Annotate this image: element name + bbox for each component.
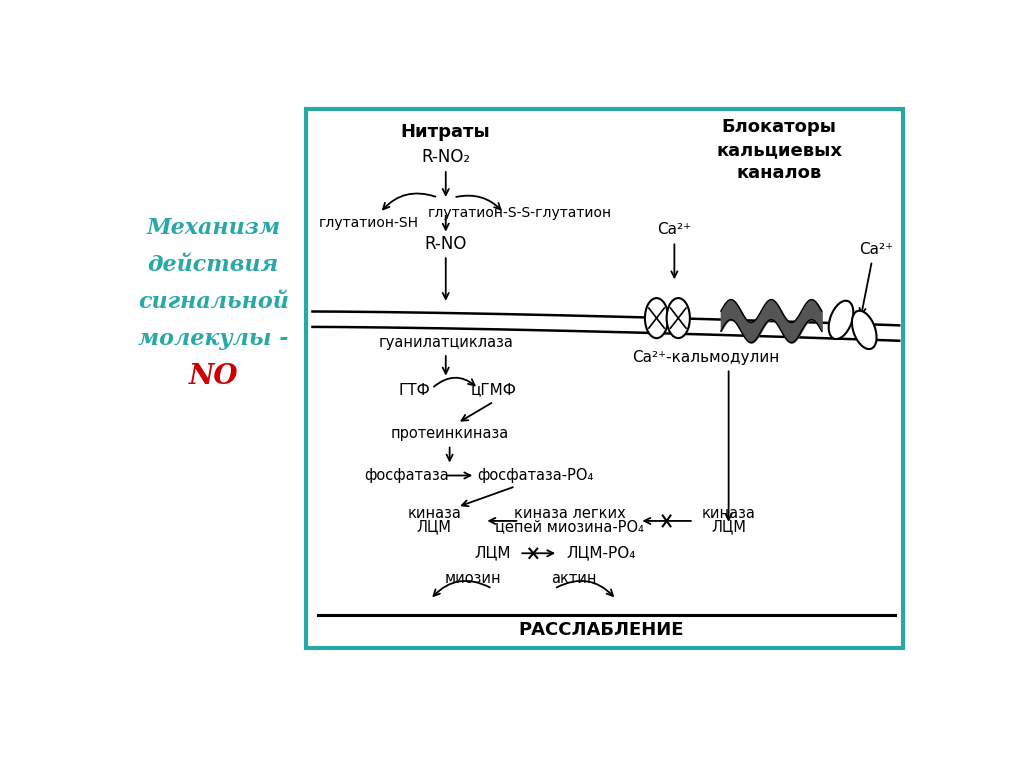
Text: киназа: киназа (701, 505, 756, 521)
Text: фосфатаза: фосфатаза (365, 468, 450, 483)
FancyBboxPatch shape (306, 109, 903, 648)
Text: каналов: каналов (736, 164, 821, 182)
Text: глутатион-SH: глутатион-SH (318, 216, 418, 230)
Text: Механизм: Механизм (146, 217, 281, 239)
Ellipse shape (667, 298, 690, 338)
Text: ЛЦМ: ЛЦМ (474, 546, 511, 561)
Text: фосфатаза-РО₄: фосфатаза-РО₄ (477, 468, 593, 483)
Ellipse shape (645, 298, 669, 338)
Text: ЛЦМ: ЛЦМ (712, 519, 746, 535)
Text: R-NO₂: R-NO₂ (421, 149, 470, 166)
Text: Нитраты: Нитраты (400, 123, 490, 141)
Text: РАССЛАБЛЕНИЕ: РАССЛАБЛЕНИЕ (518, 621, 683, 639)
Text: миозин: миозин (444, 571, 501, 586)
Text: NO: NO (188, 363, 238, 390)
Text: протеинкиназа: протеинкиназа (390, 426, 509, 442)
Text: сигнальной: сигнальной (138, 291, 289, 313)
Text: действия: действия (147, 255, 279, 276)
Text: ЛЦМ: ЛЦМ (417, 519, 452, 535)
Ellipse shape (828, 301, 853, 339)
Text: киназа легких: киназа легких (514, 505, 626, 521)
Text: Блокаторы: Блокаторы (722, 117, 837, 136)
Text: киназа: киназа (408, 505, 461, 521)
Text: R-NO: R-NO (425, 235, 467, 253)
Text: Ca²⁺: Ca²⁺ (657, 222, 691, 237)
Text: ГТФ: ГТФ (399, 383, 431, 397)
Text: кальциевых: кальциевых (716, 141, 842, 159)
Text: Ca²⁺: Ca²⁺ (859, 242, 893, 258)
Text: гуанилатциклаза: гуанилатциклаза (378, 334, 513, 350)
Text: молекулы -: молекулы - (138, 328, 289, 351)
Text: актин: актин (551, 571, 596, 586)
Text: цепей миозина-РО₄: цепей миозина-РО₄ (496, 519, 644, 535)
Text: Ca²⁺-кальмодулин: Ca²⁺-кальмодулин (632, 351, 779, 365)
Text: ЛЦМ-РО₄: ЛЦМ-РО₄ (566, 546, 636, 561)
Ellipse shape (852, 311, 877, 349)
Text: цГМФ: цГМФ (471, 383, 517, 397)
Text: глутатион-S-S-глутатион: глутатион-S-S-глутатион (427, 206, 611, 220)
